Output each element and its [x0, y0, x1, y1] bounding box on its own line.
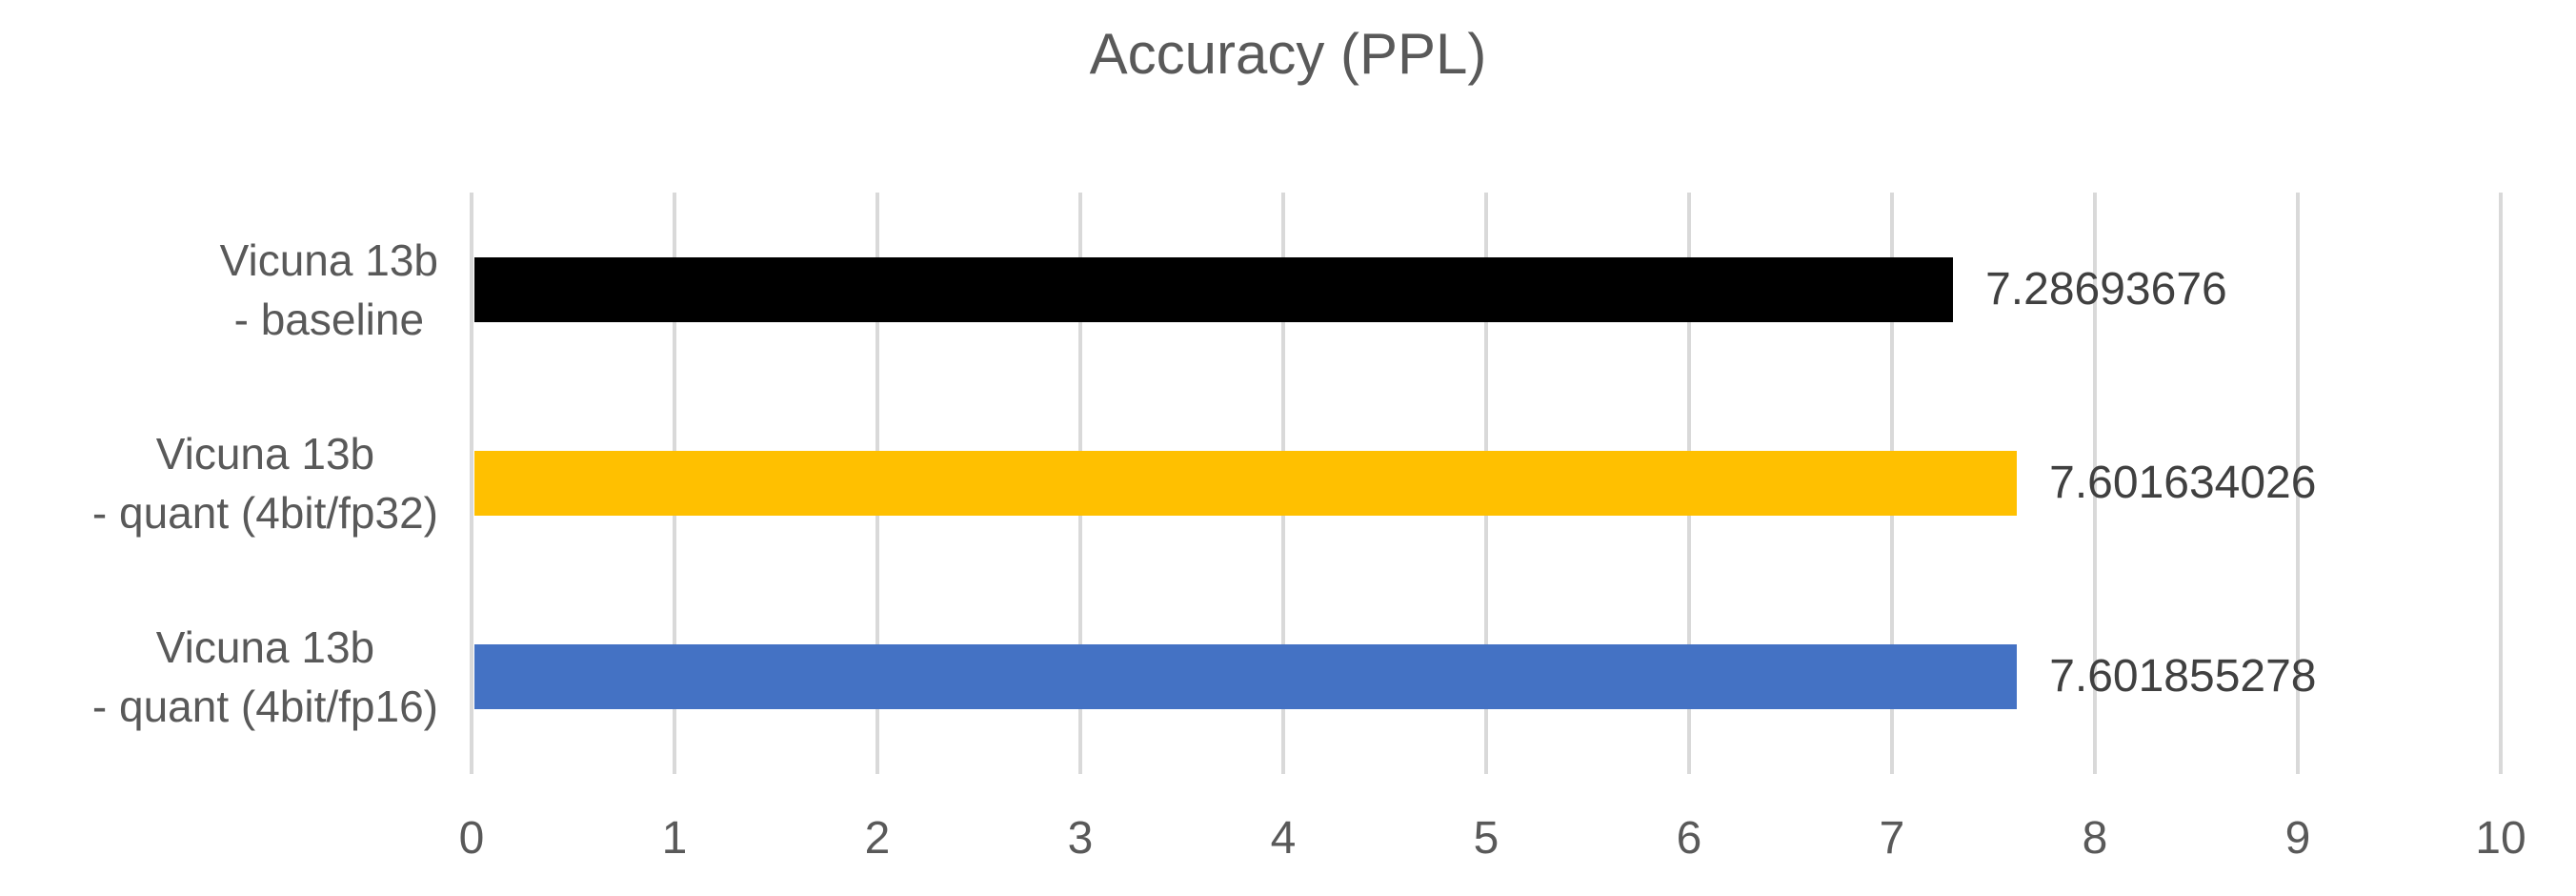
x-tick-label-3: 3 — [1067, 813, 1094, 864]
bar-vicuna-13b-quant-4bit-fp32 — [474, 451, 2018, 516]
category-label-line: - quant (4bit/fp32) — [91, 488, 438, 538]
x-tick-label-9: 9 — [2284, 813, 2311, 864]
gridline-x-0 — [470, 193, 473, 774]
value-label-vicuna-13b-quant-4bit-fp16: 7.601855278 — [2049, 651, 2317, 703]
bar-vicuna-13b-quant-4bit-fp16 — [474, 644, 2018, 710]
x-tick-label-7: 7 — [1879, 813, 1905, 864]
bar-vicuna-13b-baseline — [474, 256, 1954, 322]
plot-area: 7.28693676 7.601634026 7.601855278 — [470, 193, 2503, 774]
chart-title: Accuracy (PPL) — [1089, 22, 1487, 86]
category-label-vicuna-13b-quant-4bit-fp32: Vicuna 13b - quant (4bit/fp32) — [92, 424, 438, 542]
value-label-vicuna-13b-baseline: 7.28693676 — [1985, 263, 2227, 315]
x-tick-label-6: 6 — [1676, 813, 1702, 864]
gridline-x-10 — [2499, 193, 2503, 774]
x-tick-label-1: 1 — [661, 813, 688, 864]
category-label-line: Vicuna 13b — [219, 234, 438, 285]
value-label-vicuna-13b-quant-4bit-fp32: 7.601634026 — [2049, 458, 2317, 508]
category-label-line: Vicuna 13b — [155, 622, 375, 673]
category-label-line: - quant (4bit/fp16) — [91, 682, 438, 732]
category-label-vicuna-13b-baseline: Vicuna 13b - baseline — [220, 231, 438, 349]
x-tick-label-8: 8 — [2082, 813, 2108, 864]
category-label-vicuna-13b-quant-4bit-fp16: Vicuna 13b - quant (4bit/fp16) — [92, 618, 438, 736]
x-tick-label-10: 10 — [2475, 813, 2526, 864]
x-tick-label-0: 0 — [458, 813, 485, 864]
gridline-x-9 — [2296, 193, 2300, 774]
x-tick-label-2: 2 — [864, 813, 891, 864]
gridline-x-8 — [2093, 193, 2097, 774]
category-label-line: Vicuna 13b — [155, 429, 375, 479]
x-tick-label-4: 4 — [1270, 813, 1297, 864]
category-label-line: - baseline — [233, 294, 425, 344]
x-tick-label-5: 5 — [1473, 813, 1499, 864]
